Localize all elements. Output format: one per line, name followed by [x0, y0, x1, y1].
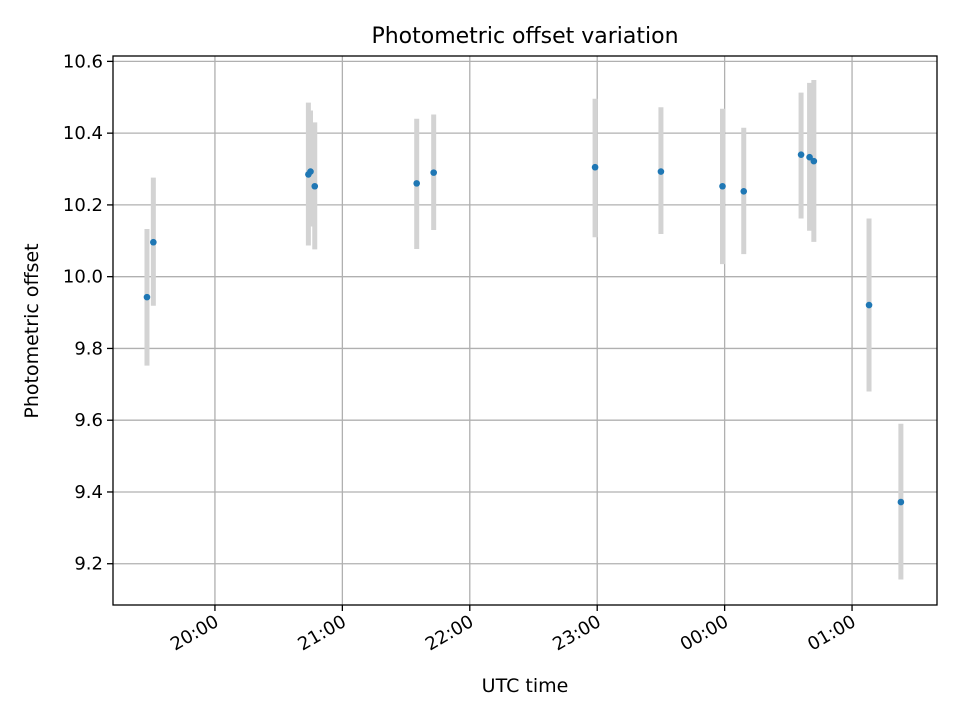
- y-tick-label: 9.6: [74, 410, 103, 431]
- data-point: [413, 180, 420, 187]
- y-tick-label: 9.4: [74, 482, 103, 503]
- data-point: [150, 238, 157, 246]
- x-tick-label: 22:00: [422, 611, 477, 655]
- data-point: [307, 168, 314, 175]
- data-point: [719, 182, 726, 190]
- x-tick-label: 20:00: [167, 611, 222, 655]
- x-tick-label: 23:00: [549, 611, 604, 655]
- y-tick-label: 10.0: [63, 267, 103, 288]
- y-tick-label: 10.6: [63, 51, 103, 72]
- data-point: [897, 498, 905, 506]
- data-point: [865, 301, 873, 309]
- y-axis-label: Photometric offset: [21, 243, 43, 418]
- y-axis-ticks: 9.2 9.4 9.6 9.8 10.0 10.2 10.4 10.6: [63, 51, 113, 575]
- y-tick-label: 9.8: [74, 338, 103, 359]
- y-tick-label: 9.2: [74, 554, 103, 575]
- y-tick-label: 10.2: [63, 195, 103, 216]
- y-tick-label: 10.4: [63, 123, 103, 144]
- error-bars: [144, 80, 904, 580]
- data-point: [430, 169, 437, 176]
- data-points: [143, 151, 905, 506]
- data-point: [797, 151, 805, 158]
- x-tick-label: 21:00: [294, 611, 349, 655]
- data-point: [657, 168, 665, 175]
- data-point: [311, 182, 319, 190]
- x-tick-label: 01:00: [804, 611, 859, 655]
- data-point: [806, 153, 813, 161]
- data-point: [810, 157, 818, 165]
- x-tick-label: 00:00: [677, 611, 732, 655]
- data-point: [740, 187, 748, 195]
- chart-title: Photometric offset variation: [371, 24, 678, 49]
- x-axis-label: UTC time: [482, 675, 569, 697]
- plot-area-frame: [112, 55, 938, 606]
- data-point: [143, 293, 151, 301]
- x-axis-ticks: 20:00 21:00 22:00 23:00 00:00 01:00: [167, 605, 860, 655]
- data-point: [591, 163, 599, 171]
